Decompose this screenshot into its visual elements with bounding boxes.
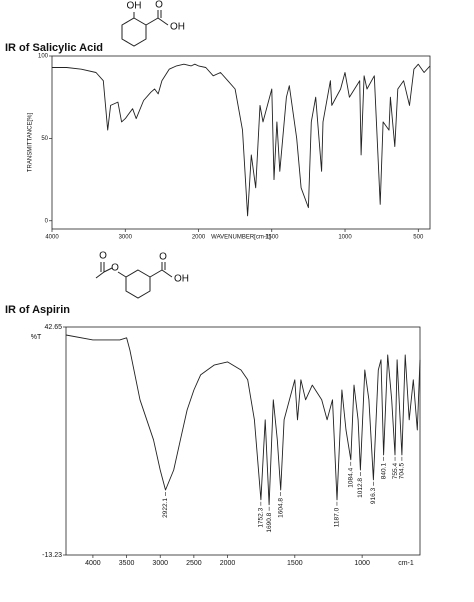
bond <box>145 17 159 26</box>
x-tick-label: 2000 <box>220 560 236 567</box>
peak-label: 916.3 <box>370 487 377 504</box>
atom-label: O <box>159 252 167 263</box>
peak-label: 1187.0 <box>334 507 341 527</box>
x-tick-label: 2500 <box>186 560 202 567</box>
plot-frame <box>65 326 421 556</box>
ring <box>121 17 147 47</box>
bond <box>149 269 163 278</box>
x-tick-label: 4000 <box>45 235 59 241</box>
y-tick-label: 50 <box>41 136 48 142</box>
ring <box>125 269 151 299</box>
bond <box>103 267 113 273</box>
x-tick-label: 1500 <box>265 235 279 241</box>
plot-frame <box>51 55 431 230</box>
y-axis-label: TRANSMITTANCE[%] <box>28 113 34 173</box>
peak-label: 2922.1 <box>162 498 169 518</box>
x-axis-label: cm-1 <box>398 560 414 567</box>
peak-label: 755.4 <box>392 463 399 480</box>
aspirin-structure: O O O OH <box>95 251 189 299</box>
peak-label: 840.1 <box>380 463 387 480</box>
peak-label: 704.5 <box>399 463 406 480</box>
atom-label: O <box>111 263 119 274</box>
bond <box>157 17 169 26</box>
y-tick-label: 42.65 <box>44 324 62 331</box>
peak-label: 1012.8 <box>357 478 364 498</box>
y-tick-label: 100 <box>38 54 49 60</box>
peak-label: 1690.8 <box>266 512 273 532</box>
x-tick-label: 1000 <box>338 235 352 241</box>
bond <box>161 269 173 278</box>
atom-label: O <box>155 0 163 11</box>
peak-label: 1604.8 <box>277 498 284 518</box>
chart-title: IR of Aspirin <box>5 304 70 316</box>
peak-label: 1752.3 <box>258 507 265 527</box>
y-axis-label: %T <box>31 334 42 341</box>
x-tick-label: 4000 <box>85 560 101 567</box>
atom-label: O <box>99 251 107 262</box>
x-tick-label: 3000 <box>152 560 168 567</box>
x-tick-label: 2000 <box>192 235 206 241</box>
atom-label: OH <box>170 22 185 33</box>
atom-label: OH <box>174 274 189 285</box>
spectrum-line <box>52 63 431 217</box>
bond <box>95 271 105 279</box>
spectrum-line <box>65 334 421 506</box>
x-tick-label: 1000 <box>354 560 370 567</box>
salicylic-structure: OH O OH <box>121 0 185 47</box>
peak-label: 1084.4 <box>347 467 354 487</box>
y-tick-label: -13.23 <box>42 552 62 559</box>
y-tick-label: 0 <box>45 218 49 224</box>
x-tick-label: 3000 <box>119 235 133 241</box>
x-axis-label: WAVENUMBER[cm-1] <box>211 235 271 241</box>
x-tick-label: 1500 <box>287 560 303 567</box>
chart-title: IR of Salicylic Acid <box>5 42 103 54</box>
x-tick-label: 3500 <box>119 560 135 567</box>
x-tick-label: 500 <box>413 235 424 241</box>
atom-label: OH <box>127 1 142 12</box>
bond <box>117 271 127 278</box>
